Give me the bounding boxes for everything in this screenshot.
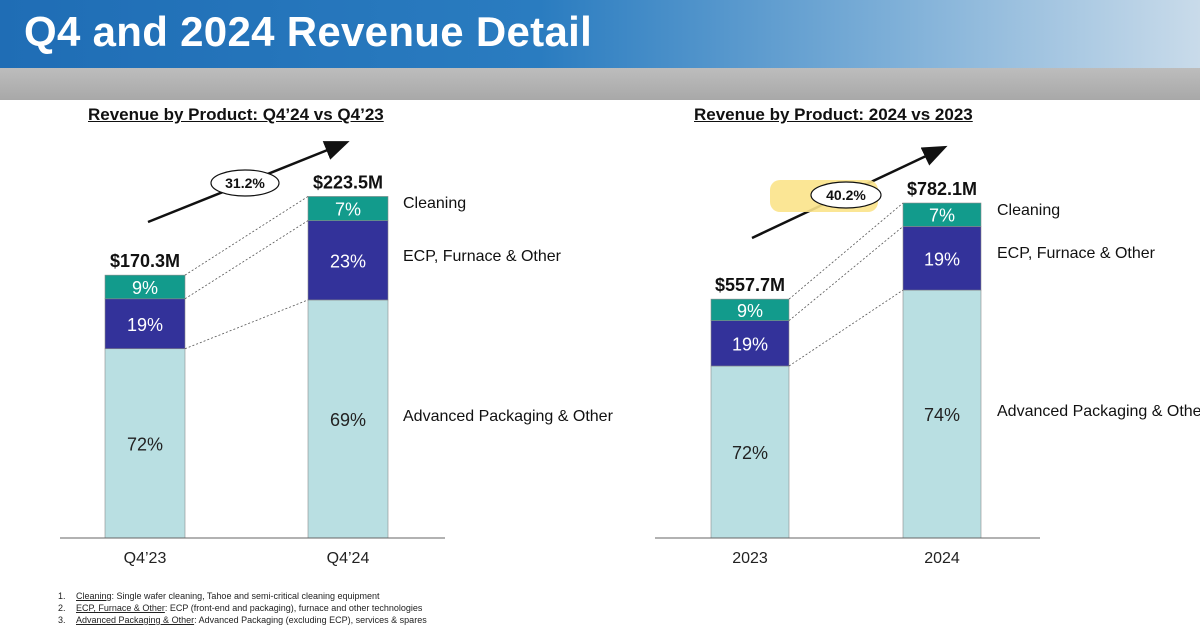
segment-label: 19% <box>127 315 163 335</box>
connector-line <box>184 196 309 276</box>
legend-label: Advanced Packaging & Other <box>403 408 614 425</box>
footnote-1: 1. Cleaning : Single wafer cleaning, Tah… <box>58 590 427 602</box>
legend-label: ECP, Furnace & Other <box>997 245 1156 262</box>
bar-segment-cleaning <box>307 299 389 539</box>
bar-total-label: $557.7M <box>715 275 785 295</box>
footnote-term: ECP, Furnace & Other <box>76 603 165 613</box>
footnote-number: 1. <box>58 591 66 601</box>
connector-line <box>788 289 904 367</box>
segment-label: 9% <box>737 301 763 321</box>
growth-oval <box>810 181 882 209</box>
segment-label: 7% <box>335 200 361 220</box>
chart-title-quarterly: Revenue by Product: Q4’24 vs Q4’23 <box>88 105 384 124</box>
bar-segment-ecp-furnace-other <box>307 220 389 301</box>
x-tick-label: 2023 <box>732 550 768 567</box>
bar-total-label: $782.1M <box>907 179 977 199</box>
connector-line <box>788 202 904 300</box>
footnote-text: : Advanced Packaging (excluding ECP), se… <box>194 615 427 625</box>
x-tick-label: Q4’24 <box>327 550 370 567</box>
connector-line <box>788 226 904 321</box>
footnote-text: : ECP (front-end and packaging), furnace… <box>164 603 423 613</box>
growth-label: 40.2% <box>826 187 866 203</box>
bar-segment-cleaning <box>902 289 982 539</box>
footnote-3: 3. Advanced Packaging & Other : Advanced… <box>58 614 427 626</box>
segment-label: 72% <box>127 434 163 454</box>
segment-label: 69% <box>330 410 366 430</box>
footnotes: 1. Cleaning : Single wafer cleaning, Tah… <box>58 590 427 626</box>
bar-segment-advanced-packaging-other <box>710 298 790 321</box>
growth-oval <box>210 169 280 197</box>
x-tick-label: 2024 <box>924 550 960 567</box>
segment-label: 74% <box>924 405 960 425</box>
footnote-term: Cleaning <box>76 591 112 601</box>
x-tick-label: Q4’23 <box>124 550 167 567</box>
connector-line <box>184 299 309 350</box>
legend-label: Cleaning <box>997 202 1060 219</box>
segment-label: 72% <box>732 443 768 463</box>
connector-line <box>184 220 309 300</box>
bar-segment-ecp-furnace-other <box>104 298 186 350</box>
segment-label: 7% <box>929 206 955 226</box>
segment-label: 19% <box>732 334 768 354</box>
legend-label: Advanced Packaging & Other <box>997 403 1200 420</box>
bar-segment-advanced-packaging-other <box>307 196 389 221</box>
bar-segment-advanced-packaging-other <box>104 274 186 300</box>
page-title: Q4 and 2024 Revenue Detail <box>24 8 593 55</box>
bar-total-label: $170.3M <box>110 251 180 271</box>
footnote-term: Advanced Packaging & Other <box>76 615 195 625</box>
legend-label: Cleaning <box>403 195 466 212</box>
growth-label: 31.2% <box>225 175 265 191</box>
chart-title-annual: Revenue by Product: 2024 vs 2023 <box>694 105 973 124</box>
legend-label: ECP, Furnace & Other <box>403 248 562 265</box>
segment-label: 9% <box>132 278 158 298</box>
footnote-number: 3. <box>58 615 66 625</box>
bar-segment-ecp-furnace-other <box>710 320 790 367</box>
header-banner: Q4 and 2024 Revenue Detail <box>0 0 1200 68</box>
footnote-number: 2. <box>58 603 66 613</box>
footnote-text: : Single wafer cleaning, Tahoe and semi-… <box>111 591 380 601</box>
bar-total-label: $223.5M <box>313 172 383 192</box>
bar-segment-cleaning <box>104 348 186 539</box>
segment-label: 23% <box>330 251 366 271</box>
bar-segment-ecp-furnace-other <box>902 226 982 291</box>
segment-label: 19% <box>924 249 960 269</box>
footnote-2: 2. ECP, Furnace & Other : ECP (front-end… <box>58 602 427 614</box>
bar-segment-advanced-packaging-other <box>902 202 982 227</box>
header-subbar <box>0 68 1200 100</box>
bar-segment-cleaning <box>710 365 790 539</box>
